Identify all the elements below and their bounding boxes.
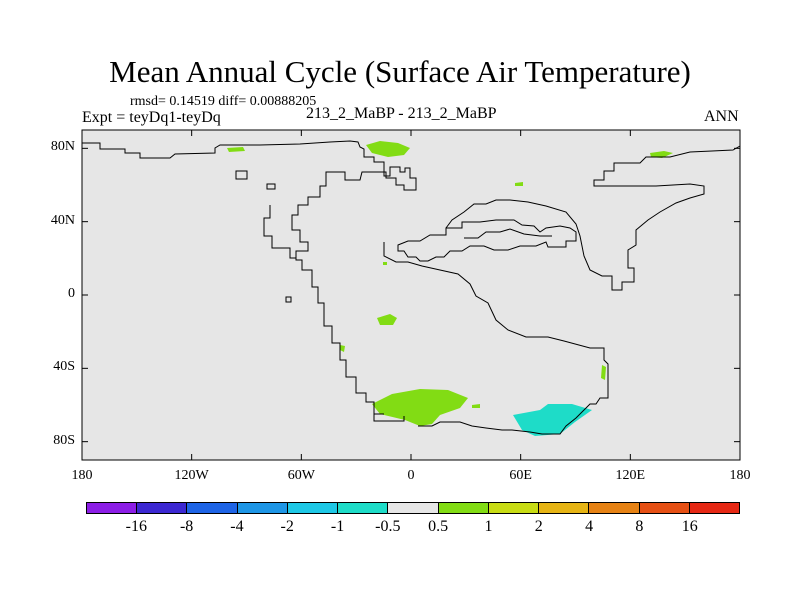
anomaly-region-tropics	[377, 314, 397, 325]
colorbar-swatch	[287, 503, 339, 513]
anomaly-region-sh-main	[372, 389, 468, 426]
x-tick-label: 60E	[509, 468, 532, 483]
coastline-inner-channel	[464, 228, 552, 239]
coastline-east	[445, 145, 741, 291]
colorbar-swatch	[87, 503, 138, 513]
colorbar-label: -2	[280, 518, 294, 535]
colorbar-swatch	[589, 503, 640, 513]
island-2	[266, 183, 276, 190]
y-tick-label: 0	[68, 286, 75, 301]
colorbar-swatch	[237, 503, 288, 513]
coastline-layer	[82, 140, 741, 435]
island-1	[235, 170, 248, 180]
stats-line: rmsd= 0.14519 diff= 0.00888205	[130, 94, 317, 109]
coastline-west-channel	[383, 242, 609, 435]
colorbar-swatch	[137, 503, 188, 513]
chart-title: Mean Annual Cycle (Surface Air Temperatu…	[109, 54, 691, 89]
colorbar-label: 16	[681, 518, 698, 535]
y-tick-label: 40S	[53, 359, 75, 375]
anomaly-region-sh-edge	[340, 345, 345, 352]
anomaly-region-nh-small	[227, 147, 245, 152]
colorbar-label: -0.5	[375, 518, 401, 535]
anomaly-layer	[227, 141, 673, 436]
colorbar-label: -16	[125, 518, 147, 535]
y-tick-label: 80S	[53, 432, 75, 448]
x-tick-label: 180	[71, 468, 93, 483]
anomaly-region-nh-east	[650, 151, 673, 158]
coastline-west-fragment	[263, 205, 296, 259]
colorbar-label: 0.5	[428, 518, 449, 535]
coastline-inner-basin	[397, 219, 577, 262]
colorbar-label: -8	[179, 518, 194, 535]
x-tick-label: 0	[407, 468, 415, 483]
colorbar-swatch	[689, 503, 740, 513]
colorbar-label: 4	[585, 518, 594, 535]
anomaly-region-sh-cyan	[513, 404, 592, 436]
colorbar-label: 8	[635, 518, 644, 535]
season-label: ANN	[704, 108, 739, 125]
colorbar-label: 1	[484, 518, 493, 535]
colorbar-swatch	[488, 503, 540, 513]
expt-line: Expt = teyDq1-teyDq	[82, 109, 221, 126]
x-tick-label: 60W	[287, 468, 315, 483]
y-tick-label: 40N	[50, 212, 75, 228]
colorbar-swatch	[338, 503, 389, 513]
colorbar-label: -1	[330, 518, 345, 535]
coastline-north	[82, 140, 417, 415]
axes	[81, 130, 741, 460]
colorbar	[86, 502, 740, 514]
x-tick-label: 120W	[174, 468, 209, 483]
x-tick-label: 180	[729, 468, 751, 483]
colorbar-swatch	[187, 503, 238, 513]
colorbar-swatch	[639, 503, 690, 513]
island-3	[285, 296, 292, 303]
case-label: 213_2_MaBP - 213_2_MaBP	[306, 105, 497, 122]
anomaly-region-sh-dot	[472, 404, 480, 408]
colorbar-label: -4	[230, 518, 244, 535]
x-tick-label: 120E	[615, 468, 646, 483]
colorbar-label: 2	[534, 518, 543, 535]
colorbar-swatch	[539, 503, 590, 513]
coastline-southwest	[373, 414, 405, 422]
colorbar-swatch	[438, 503, 489, 513]
anomaly-region-sh-east	[601, 365, 606, 380]
anomaly-region-tropics-dot	[383, 262, 387, 265]
anomaly-region-nh-greenland	[366, 141, 410, 157]
y-tick-label: 80N	[50, 139, 75, 155]
colorbar-swatch	[388, 503, 439, 513]
anomaly-region-nh-dot	[515, 182, 523, 186]
